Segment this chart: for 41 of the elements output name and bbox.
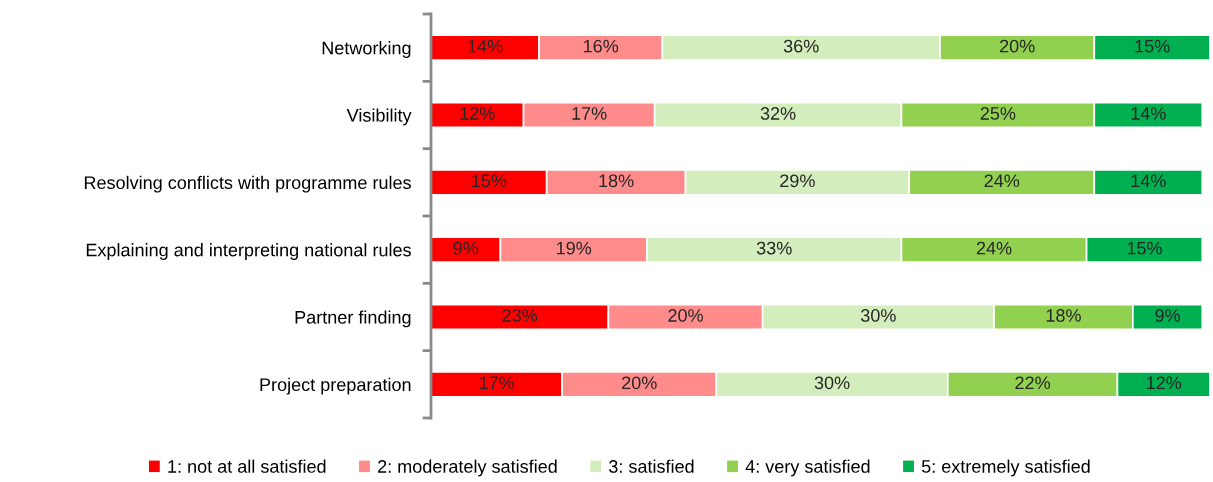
y-tick-label: Explaining and interpreting national rules [86, 243, 411, 260]
data-label: 15% [1135, 39, 1170, 53]
data-label: 29% [780, 174, 815, 188]
legend-label: 1: not at all satisfied [168, 459, 326, 473]
data-label: 18% [1046, 309, 1081, 322]
data-label: 20% [668, 309, 703, 322]
data-label: 14% [1131, 107, 1166, 120]
data-label: 16% [583, 39, 619, 53]
data-label: 36% [783, 39, 819, 53]
data-label: 33% [756, 241, 792, 255]
data-label: 17% [479, 376, 514, 390]
data-label: 20% [1000, 39, 1035, 53]
y-tick-label: Resolving conflicts with programme rules [84, 175, 411, 193]
legend-label: 4: very satisfied [745, 459, 870, 477]
data-label: 30% [860, 309, 896, 322]
legend-label: 3: satisfied [609, 459, 694, 473]
y-tick-label: Networking [322, 41, 411, 58]
legend-label: 5: extremely satisfied [921, 459, 1090, 477]
data-label: 14% [1131, 174, 1166, 188]
y-tick-label: Project preparation [260, 377, 411, 395]
data-label: 25% [980, 107, 1016, 120]
data-label: 12% [460, 107, 495, 120]
data-label: 15% [1127, 241, 1162, 255]
data-label: 9% [453, 241, 479, 255]
data-label: 14% [468, 39, 503, 53]
y-tick-label: Partner finding [295, 310, 411, 328]
data-label: 22% [1015, 376, 1051, 390]
data-label: 23% [502, 309, 538, 322]
legend-label: 2: moderately satisfied [378, 459, 557, 477]
data-label: 19% [557, 241, 592, 255]
data-label: 12% [1147, 376, 1182, 390]
data-label: 24% [984, 174, 1020, 188]
data-label: 17% [572, 107, 607, 120]
data-label: 15% [472, 174, 507, 188]
data-label: 18% [599, 174, 634, 188]
data-label: 30% [814, 376, 850, 390]
data-label: 24% [976, 241, 1012, 255]
data-label: 20% [622, 376, 657, 390]
y-tick-label: Visibility [346, 108, 412, 126]
data-label: 9% [1155, 309, 1180, 322]
data-label: 32% [760, 107, 796, 120]
